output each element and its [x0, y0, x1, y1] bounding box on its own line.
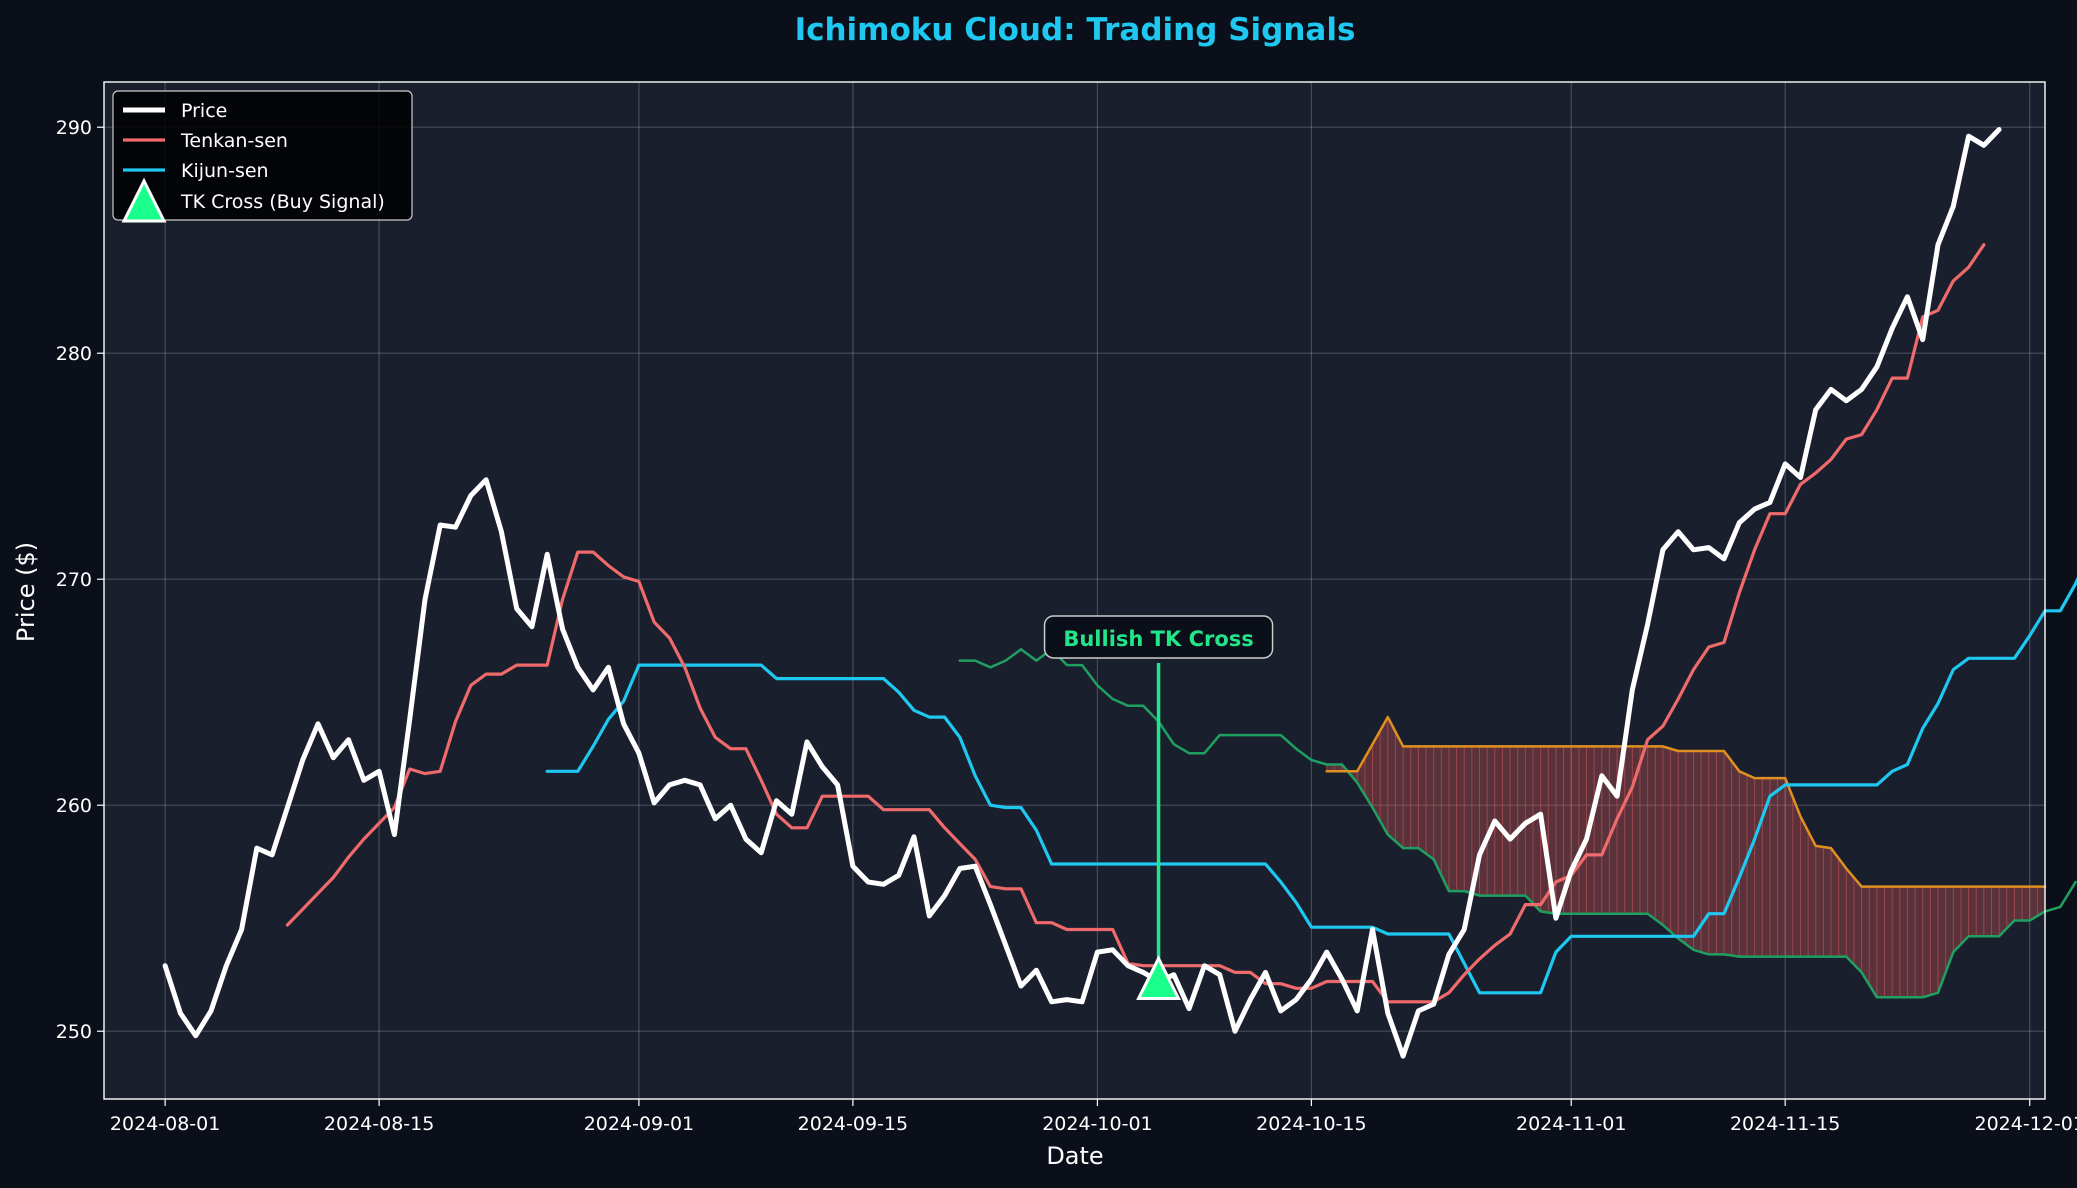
y-tick-label: 260	[56, 795, 92, 817]
x-tick-label: 2024-09-01	[584, 1113, 694, 1135]
cloud-hatching	[1326, 717, 2038, 998]
x-tick-label: 2024-09-15	[798, 1113, 908, 1135]
x-tick-label: 2024-10-01	[1042, 1113, 1152, 1135]
legend-marker-swatch	[121, 177, 167, 223]
buy-signal-marker	[1136, 955, 1181, 1000]
series-lines	[162, 127, 2077, 1059]
x-axis-label: Date	[1046, 1142, 1103, 1170]
series-senkou-span-b	[958, 648, 2077, 999]
x-tick-label: 2024-08-01	[110, 1113, 220, 1135]
annotation-box	[1043, 615, 1274, 659]
annotation-text: Bullish TK Cross	[1063, 627, 1253, 651]
x-tick-label: 2024-11-01	[1516, 1113, 1626, 1135]
series-kijun-sen	[545, 576, 2077, 995]
legend-label: TK Cross (Buy Signal)	[180, 191, 385, 213]
series-tenkan-sen	[285, 243, 1986, 1004]
legend-label: Price	[181, 100, 227, 122]
series-price	[162, 127, 2002, 1059]
x-tick-label: 2024-11-15	[1730, 1113, 1840, 1135]
plot-frame	[103, 81, 2046, 1100]
series-senkou-span-a	[1325, 715, 2047, 888]
y-axis-label: Price ($)	[12, 542, 40, 642]
legend-label: Tenkan-sen	[180, 130, 288, 152]
x-tick-label: 2024-08-15	[324, 1113, 434, 1135]
axes: 2024-08-01 2024-08-15 2024-09-01 2024-09-15…	[56, 81, 2077, 1135]
chart-title: Ichimoku Cloud: Trading Signals	[795, 12, 1356, 48]
y-tick-label: 270	[56, 569, 92, 591]
y-tick-label: 250	[56, 1021, 92, 1043]
x-tick-label: 2024-12-01	[1975, 1113, 2077, 1135]
legend: Price Tenkan-sen Kijun-sen TK Cross (Buy Si…	[112, 90, 413, 223]
y-tick-label: 290	[56, 117, 92, 139]
y-tick-label: 280	[56, 343, 92, 365]
kumo-cloud	[1326, 717, 2045, 998]
x-tick-label: 2024-10-15	[1256, 1113, 1366, 1135]
legend-label: Kijun-sen	[181, 160, 269, 182]
legend-box	[112, 90, 413, 221]
annotation-group: Bullish TK Cross	[1043, 615, 1274, 1000]
